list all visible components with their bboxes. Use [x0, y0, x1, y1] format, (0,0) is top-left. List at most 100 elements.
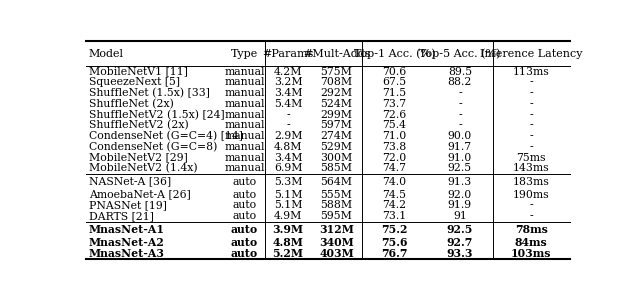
Text: 183ms: 183ms — [513, 176, 550, 187]
Text: AmoebaNet-A [26]: AmoebaNet-A [26] — [89, 190, 191, 200]
Text: 340M: 340M — [319, 237, 354, 248]
Text: auto: auto — [232, 190, 257, 200]
Text: -: - — [529, 200, 533, 211]
Text: 300M: 300M — [321, 153, 353, 163]
Text: manual: manual — [224, 131, 265, 141]
Text: 5.4M: 5.4M — [274, 99, 302, 109]
Text: 92.5: 92.5 — [448, 163, 472, 173]
Text: 4.8M: 4.8M — [274, 142, 302, 152]
Text: 4.8M: 4.8M — [273, 237, 303, 248]
Text: NASNet-A [36]: NASNet-A [36] — [89, 176, 171, 187]
Text: DARTS [21]: DARTS [21] — [89, 211, 154, 221]
Text: manual: manual — [224, 120, 265, 130]
Text: -: - — [286, 120, 290, 130]
Text: 84ms: 84ms — [515, 237, 548, 248]
Text: SqueezeNext [5]: SqueezeNext [5] — [89, 78, 180, 87]
Text: manual: manual — [224, 142, 265, 152]
Text: CondenseNet (G=C=4) [14]: CondenseNet (G=C=4) [14] — [89, 131, 243, 141]
Text: 585M: 585M — [321, 163, 353, 173]
Text: auto: auto — [232, 200, 257, 211]
Text: 190ms: 190ms — [513, 190, 550, 200]
Text: 74.5: 74.5 — [383, 190, 406, 200]
Text: -: - — [529, 142, 533, 152]
Text: MnasNet-A1: MnasNet-A1 — [89, 224, 165, 235]
Text: 72.6: 72.6 — [383, 110, 406, 120]
Text: 103ms: 103ms — [511, 248, 552, 259]
Text: 70.6: 70.6 — [383, 67, 406, 77]
Text: 3.9M: 3.9M — [273, 224, 303, 235]
Text: 76.7: 76.7 — [381, 248, 408, 259]
Text: 5.3M: 5.3M — [274, 176, 302, 187]
Text: 74.7: 74.7 — [383, 163, 406, 173]
Text: 91.3: 91.3 — [448, 176, 472, 187]
Text: 312M: 312M — [319, 224, 354, 235]
Text: 2.9M: 2.9M — [274, 131, 302, 141]
Text: manual: manual — [224, 163, 265, 173]
Text: -: - — [458, 110, 461, 120]
Text: 524M: 524M — [321, 99, 353, 109]
Text: 74.0: 74.0 — [383, 176, 406, 187]
Text: 73.7: 73.7 — [383, 99, 406, 109]
Text: PNASNet [19]: PNASNet [19] — [89, 200, 167, 211]
Text: 75.4: 75.4 — [383, 120, 406, 130]
Text: manual: manual — [224, 67, 265, 77]
Text: 72.0: 72.0 — [383, 153, 406, 163]
Text: 274M: 274M — [321, 131, 353, 141]
Text: Top-1 Acc. (%): Top-1 Acc. (%) — [354, 49, 435, 59]
Text: -: - — [458, 99, 461, 109]
Text: 3.4M: 3.4M — [274, 88, 302, 98]
Text: 71.5: 71.5 — [383, 88, 406, 98]
Text: 595M: 595M — [321, 211, 353, 221]
Text: 575M: 575M — [321, 67, 353, 77]
Text: MobileNetV2 (1.4x): MobileNetV2 (1.4x) — [89, 163, 198, 173]
Text: MobileNetV1 [11]: MobileNetV1 [11] — [89, 67, 188, 77]
Text: -: - — [529, 78, 533, 87]
Text: 3.4M: 3.4M — [274, 153, 302, 163]
Text: MnasNet-A2: MnasNet-A2 — [89, 237, 165, 248]
Text: 91.9: 91.9 — [448, 200, 472, 211]
Text: -: - — [529, 88, 533, 98]
Text: 91: 91 — [453, 211, 467, 221]
Text: ShuffleNetV2 (1.5x) [24]: ShuffleNetV2 (1.5x) [24] — [89, 110, 225, 120]
Text: Inference Latency: Inference Latency — [480, 49, 582, 59]
Text: -: - — [529, 131, 533, 141]
Text: auto: auto — [231, 248, 258, 259]
Text: 92.0: 92.0 — [448, 190, 472, 200]
Text: manual: manual — [224, 153, 265, 163]
Text: Model: Model — [89, 49, 124, 59]
Text: 529M: 529M — [321, 142, 353, 152]
Text: 75.6: 75.6 — [381, 237, 408, 248]
Text: 74.2: 74.2 — [383, 200, 406, 211]
Text: 75ms: 75ms — [516, 153, 546, 163]
Text: 6.9M: 6.9M — [274, 163, 302, 173]
Text: -: - — [286, 110, 290, 120]
Text: 93.3: 93.3 — [447, 248, 473, 259]
Text: 73.8: 73.8 — [383, 142, 406, 152]
Text: 555M: 555M — [321, 190, 353, 200]
Text: ShuffleNetV2 (2x): ShuffleNetV2 (2x) — [89, 120, 189, 131]
Text: -: - — [529, 99, 533, 109]
Text: manual: manual — [224, 99, 265, 109]
Text: 92.7: 92.7 — [447, 237, 473, 248]
Text: manual: manual — [224, 110, 265, 120]
Text: 143ms: 143ms — [513, 163, 550, 173]
Text: Type: Type — [231, 49, 258, 59]
Text: Top-5 Acc. (%): Top-5 Acc. (%) — [419, 49, 500, 59]
Text: 89.5: 89.5 — [448, 67, 472, 77]
Text: 403M: 403M — [319, 248, 354, 259]
Text: 75.2: 75.2 — [381, 224, 408, 235]
Text: 78ms: 78ms — [515, 224, 548, 235]
Text: 113ms: 113ms — [513, 67, 550, 77]
Text: 71.0: 71.0 — [383, 131, 406, 141]
Text: CondenseNet (G=C=8): CondenseNet (G=C=8) — [89, 142, 218, 152]
Text: MnasNet-A3: MnasNet-A3 — [89, 248, 165, 259]
Text: 597M: 597M — [321, 120, 353, 130]
Text: 4.9M: 4.9M — [274, 211, 302, 221]
Text: manual: manual — [224, 78, 265, 87]
Text: 299M: 299M — [321, 110, 353, 120]
Text: 588M: 588M — [321, 200, 353, 211]
Text: 4.2M: 4.2M — [274, 67, 302, 77]
Text: -: - — [458, 120, 461, 130]
Text: 564M: 564M — [321, 176, 353, 187]
Text: 292M: 292M — [321, 88, 353, 98]
